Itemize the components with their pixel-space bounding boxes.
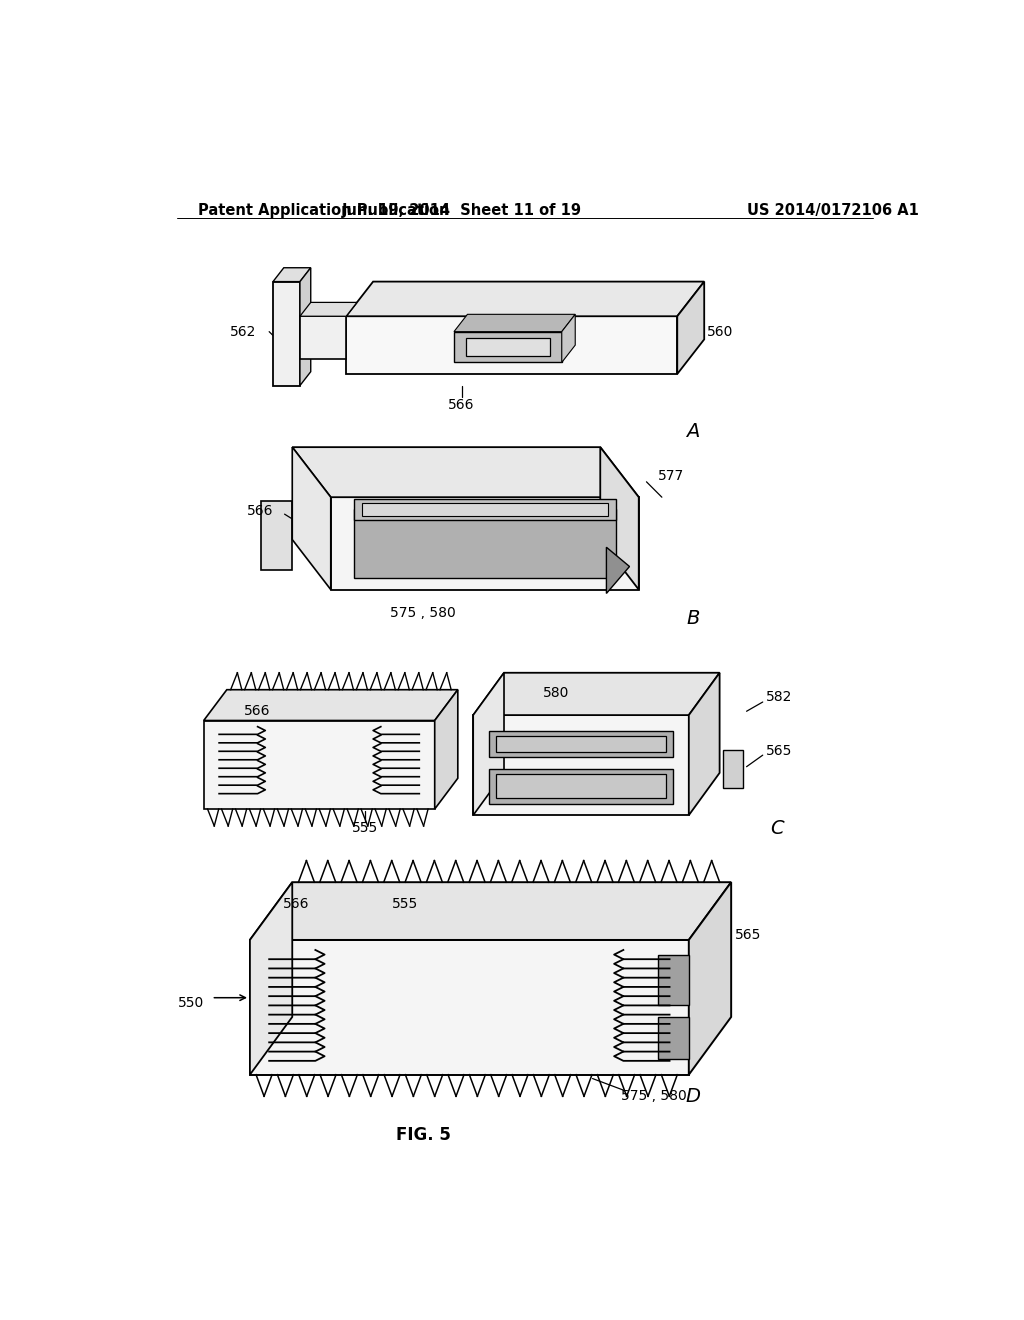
Polygon shape: [435, 689, 458, 809]
Text: 560: 560: [707, 325, 733, 339]
Polygon shape: [273, 268, 310, 281]
Polygon shape: [300, 317, 346, 359]
Text: 550: 550: [177, 997, 204, 1010]
Polygon shape: [466, 338, 550, 356]
Polygon shape: [250, 940, 689, 1074]
Text: US 2014/0172106 A1: US 2014/0172106 A1: [746, 203, 919, 218]
Polygon shape: [273, 281, 300, 385]
Polygon shape: [300, 302, 357, 317]
Polygon shape: [361, 503, 608, 516]
Text: 580: 580: [544, 686, 569, 700]
Polygon shape: [454, 314, 575, 331]
Polygon shape: [300, 268, 310, 385]
Polygon shape: [354, 499, 615, 520]
Polygon shape: [331, 498, 639, 590]
Polygon shape: [488, 730, 674, 758]
Polygon shape: [261, 502, 292, 570]
Polygon shape: [454, 331, 562, 363]
Text: 577: 577: [658, 469, 684, 483]
Text: 575 , 580: 575 , 580: [390, 606, 456, 619]
Text: 566: 566: [247, 504, 273, 517]
Text: 566: 566: [283, 896, 309, 911]
Text: C: C: [770, 818, 784, 838]
Text: 566: 566: [449, 397, 475, 412]
Polygon shape: [562, 314, 575, 363]
Polygon shape: [204, 689, 458, 721]
Polygon shape: [292, 447, 331, 590]
Polygon shape: [346, 281, 705, 317]
Text: 555: 555: [352, 821, 379, 836]
Polygon shape: [204, 721, 435, 809]
Text: Patent Application Publication: Patent Application Publication: [199, 203, 450, 218]
Polygon shape: [497, 737, 666, 752]
Polygon shape: [488, 770, 674, 804]
Polygon shape: [250, 882, 292, 1074]
Text: A: A: [686, 422, 699, 441]
Text: 582: 582: [766, 690, 793, 705]
Text: Jun. 19, 2014  Sheet 11 of 19: Jun. 19, 2014 Sheet 11 of 19: [342, 203, 582, 218]
Polygon shape: [658, 1016, 689, 1059]
Polygon shape: [658, 956, 689, 1006]
Polygon shape: [473, 673, 720, 715]
Polygon shape: [606, 548, 630, 594]
Polygon shape: [354, 508, 615, 578]
Text: 565: 565: [766, 744, 793, 758]
Polygon shape: [600, 447, 639, 590]
Text: 575 , 580: 575 , 580: [622, 1089, 687, 1104]
Polygon shape: [724, 750, 742, 788]
Text: 565: 565: [735, 928, 762, 941]
Polygon shape: [346, 317, 677, 374]
Text: B: B: [686, 610, 699, 628]
Text: 562: 562: [229, 325, 256, 339]
Polygon shape: [497, 775, 666, 799]
Text: D: D: [685, 1086, 700, 1106]
Polygon shape: [292, 447, 639, 498]
Polygon shape: [689, 673, 720, 816]
Polygon shape: [689, 882, 731, 1074]
Text: FIG. 5: FIG. 5: [395, 1126, 451, 1143]
Polygon shape: [250, 882, 731, 940]
Text: 566: 566: [244, 705, 270, 718]
Polygon shape: [677, 281, 705, 374]
Polygon shape: [473, 715, 689, 816]
Text: 555: 555: [392, 896, 419, 911]
Polygon shape: [473, 673, 504, 816]
